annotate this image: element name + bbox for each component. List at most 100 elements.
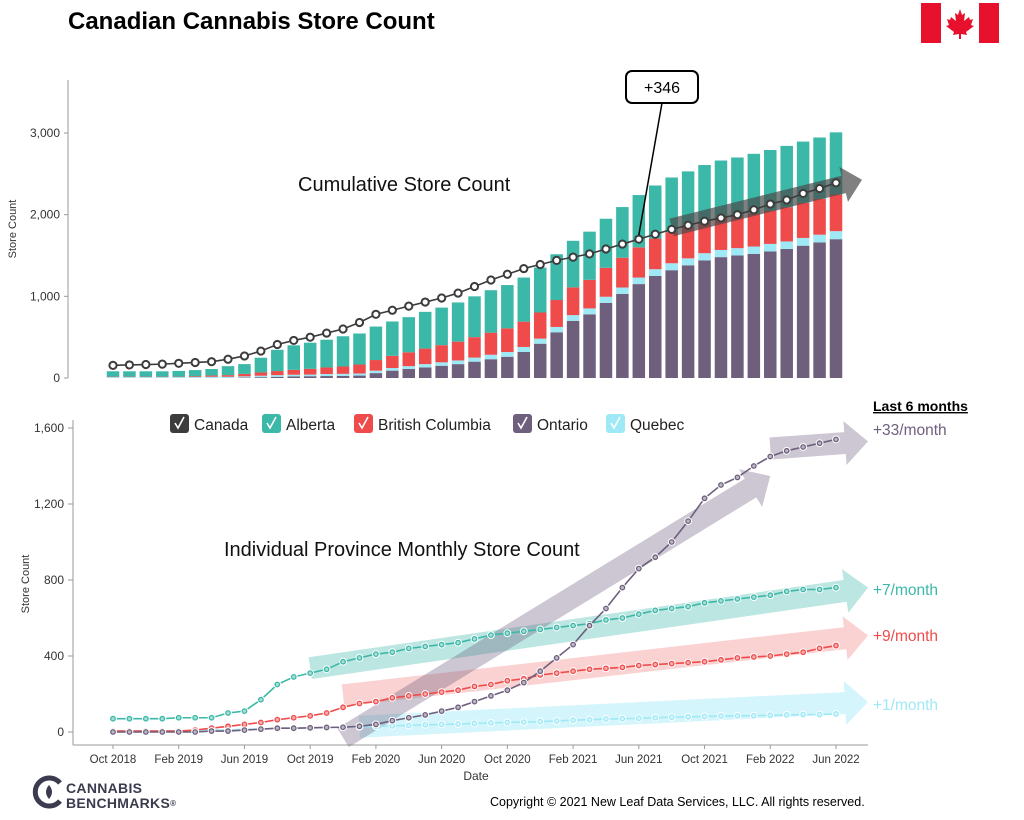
bar-segment-quebec (468, 357, 481, 362)
bar-segment-alberta (139, 371, 153, 377)
ontario-point-center (505, 688, 509, 692)
annotation-box (625, 70, 699, 104)
bar-segment-british-columbia (533, 312, 547, 339)
quebec-point-center (407, 723, 411, 727)
bar-segment-ontario (386, 370, 399, 378)
bar-segment-alberta (418, 311, 432, 349)
alberta-point-center (259, 698, 263, 702)
quebec-point-center (505, 720, 509, 725)
british-columbia-point-center (472, 684, 477, 689)
trend-label-quebec: +1/month (873, 697, 938, 714)
bar-segment-quebec (320, 373, 333, 377)
legend-label: Ontario (537, 417, 588, 434)
brand-line1: CANNABIS (66, 780, 143, 796)
bar-segment-quebec (156, 377, 169, 378)
maple-leaf-icon (946, 9, 974, 39)
quebec-point-center (604, 717, 608, 721)
british-columbia-point-center (456, 688, 460, 692)
bar-segment-ontario (780, 248, 793, 378)
bar-segment-ontario (501, 356, 514, 378)
bar-segment-british-columbia (829, 194, 843, 232)
ontario-point-center (555, 656, 559, 660)
british-columbia-point-center (817, 646, 822, 651)
british-columbia-point-center (440, 690, 444, 694)
bar-segment-quebec (780, 241, 793, 249)
bar-segment-quebec (616, 287, 629, 294)
canada-point (782, 195, 792, 205)
alberta-point-center (226, 711, 230, 715)
bar-segment-quebec (796, 237, 810, 246)
bar-segment-quebec (287, 374, 300, 377)
bar-segment-british-columbia (287, 369, 300, 375)
bar-segment-quebec (221, 376, 235, 378)
ontario-point-center (620, 586, 624, 590)
bar-segment-british-columbia (402, 352, 416, 367)
bar-segment-quebec (451, 360, 465, 365)
british-columbia-point-center (620, 665, 624, 670)
ontario-point-center (637, 567, 641, 571)
bar-segment-quebec (205, 376, 218, 378)
quebec-point-center (489, 721, 493, 725)
bar-segment-alberta (172, 370, 185, 377)
top-y-axis-label: Store Count (7, 200, 19, 259)
bar-segment-alberta (123, 371, 136, 377)
bar-segment-quebec (172, 377, 185, 378)
legend-check-icon (266, 416, 277, 430)
ontario-point-center (357, 724, 362, 728)
bar-segment-ontario (829, 239, 843, 378)
bar-segment-british-columbia (599, 267, 613, 297)
bar-segment-alberta (468, 296, 481, 338)
bar-segment-alberta (402, 317, 416, 353)
canada-point (650, 229, 660, 239)
canada-point (584, 249, 595, 259)
legend-label: British Columbia (378, 417, 491, 434)
bar-segment-alberta (681, 171, 695, 227)
bar-segment-british-columbia (320, 367, 333, 374)
alberta-point-center (604, 618, 608, 622)
canada-point (683, 220, 693, 230)
bar-segment-british-columbia (583, 279, 596, 309)
bottom-y-tick-label: 1,200 (34, 497, 64, 511)
ontario-point-center (686, 519, 690, 523)
bar-segment-ontario (665, 270, 678, 378)
british-columbia-point-center (702, 660, 707, 664)
x-tick-label: Feb 2021 (549, 754, 598, 766)
bar-segment-british-columbia (813, 198, 826, 235)
canada-point (437, 293, 447, 303)
bar-segment-alberta (156, 371, 169, 377)
ontario-point-center (834, 437, 838, 441)
quebec-point-center (472, 721, 477, 726)
ontario-point-center (259, 727, 263, 731)
bar-segment-ontario (353, 375, 366, 378)
bar-segment-quebec (353, 373, 366, 376)
bar-segment-quebec (566, 315, 580, 321)
ontario-point-center (209, 729, 214, 733)
legend-label: Canada (194, 417, 249, 434)
british-columbia-point-center (489, 682, 493, 687)
bar-segment-ontario (764, 251, 777, 378)
ontario-point-center (390, 719, 394, 723)
cannabis-benchmarks-logo-icon (32, 775, 62, 809)
alberta-point-center (834, 586, 838, 590)
bar-segment-alberta (632, 195, 646, 248)
british-columbia-point-center (357, 701, 362, 706)
canada-point (354, 317, 365, 328)
bar-segment-british-columbia (550, 300, 563, 327)
bar-segment-quebec (731, 248, 744, 256)
bar-segment-british-columbia (731, 215, 744, 249)
ontario-point-center (325, 725, 329, 730)
bar-segment-ontario (435, 365, 448, 378)
british-columbia-point-center (571, 669, 575, 673)
page-title: Canadian Cannabis Store Count (68, 8, 435, 35)
bar-segment-quebec (681, 258, 695, 266)
bar-segment-ontario (616, 293, 629, 378)
bar-segment-ontario (698, 260, 711, 378)
bar-segment-alberta (336, 336, 350, 367)
top-y-tick-label: 1,000 (30, 289, 60, 303)
canada-point (814, 183, 825, 194)
british-columbia-point-center (719, 658, 723, 662)
bar-segment-alberta (451, 302, 465, 342)
ontario-point-center (653, 555, 657, 559)
quebec-point-center (440, 722, 444, 727)
ontario-point-center (242, 728, 247, 732)
